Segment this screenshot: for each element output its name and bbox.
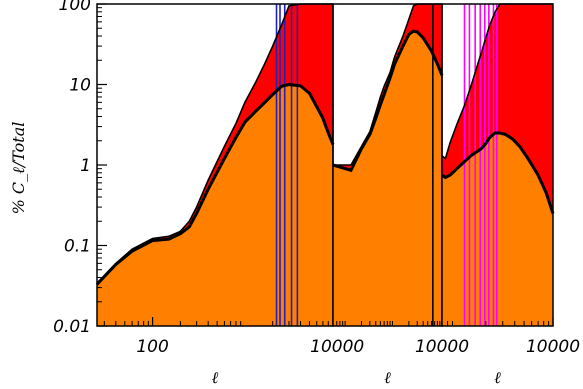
- component-curve-middle: [332, 29, 444, 173]
- x-tick-label-right-0: 10000: [526, 337, 580, 357]
- y-tick-label-1: 10: [69, 76, 91, 96]
- chart-panels: 100 10000 ℓ 10000 ℓ 10000 ℓ: [95, 3, 580, 387]
- component-curve-left: [95, 82, 335, 286]
- component-area-middle: [333, 31, 442, 326]
- x-axis-title-middle: ℓ: [384, 368, 391, 387]
- y-axis-title: % C_ℓ/Total: [9, 122, 28, 215]
- x-axis-title-left: ℓ: [212, 368, 219, 387]
- component-area-left: [97, 84, 333, 326]
- y-axis: 100 10 1 0.1 0.01: [53, 0, 107, 337]
- y-tick-label-0: 100: [59, 0, 91, 15]
- y-tick-label-2: 1: [80, 156, 91, 176]
- panel-right: 10000 ℓ: [441, 3, 580, 387]
- panel-left: 100 10000 ℓ: [95, 3, 364, 387]
- y-tick-label-3: 0.1: [64, 237, 91, 257]
- x-tick-label-left-1: 10000: [310, 337, 364, 357]
- panel-frame-right: [441, 3, 554, 327]
- x-tick-label-middle-0: 10000: [415, 337, 469, 357]
- component-curve-right: [441, 131, 555, 214]
- x-tick-label-left-0: 100: [136, 337, 168, 357]
- x-axis-title-right: ℓ: [494, 368, 501, 387]
- panel-middle: 10000 ℓ: [332, 3, 469, 387]
- y-tick-label-4: 0.01: [53, 317, 91, 337]
